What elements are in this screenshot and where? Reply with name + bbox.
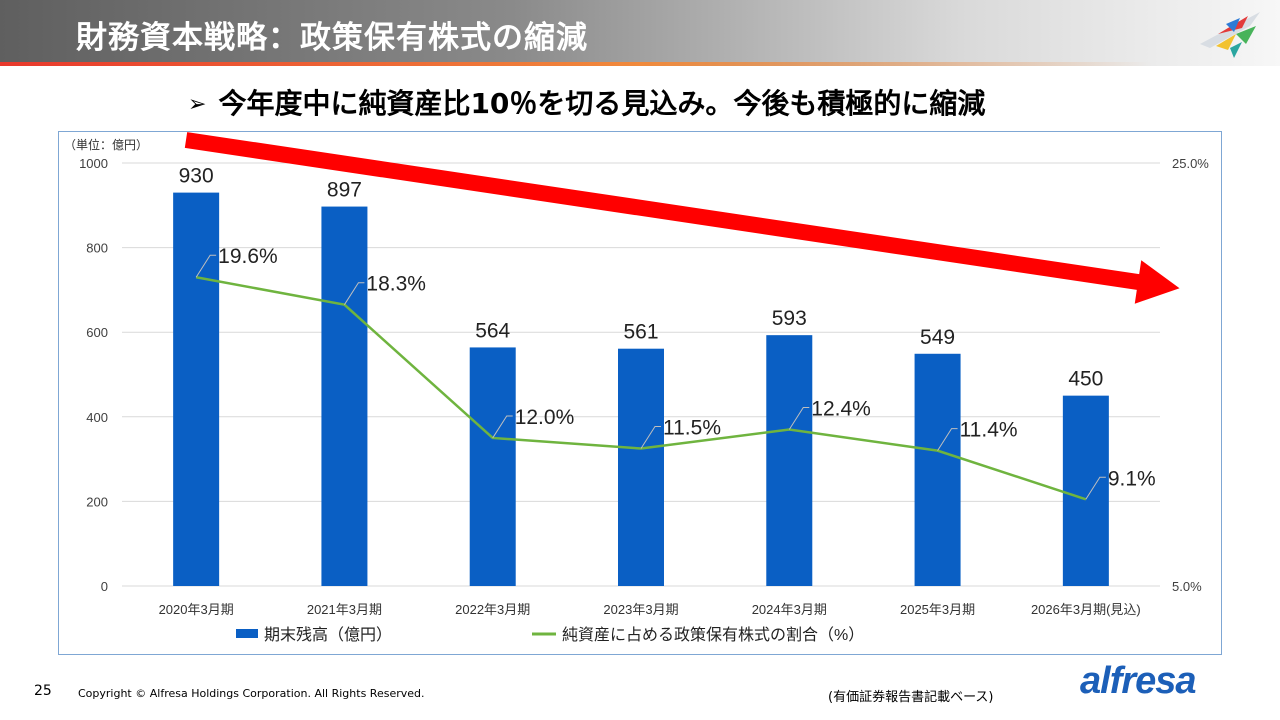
x-tick-label: 2022年3月期: [455, 602, 530, 617]
x-tick-label: 2024年3月期: [752, 602, 827, 617]
bar-value-label: 564: [475, 319, 510, 342]
x-tick-label: 2023年3月期: [603, 602, 678, 617]
bar-value-label: 593: [772, 307, 807, 330]
chart-frame: [58, 131, 1222, 655]
bar-value-label: 450: [1068, 368, 1103, 391]
corporate-logo-icon: [1200, 12, 1260, 58]
line-label-leader: [492, 415, 513, 439]
bullet-arrow-icon: ➢: [188, 92, 207, 117]
bar: [618, 348, 664, 586]
copyright-text: Copyright © Alfresa Holdings Corporation…: [78, 687, 425, 700]
bar: [173, 192, 220, 587]
y-left-tick-label: 400: [86, 410, 108, 425]
legend-swatch-bar: [236, 629, 258, 638]
y-left-tick-label: 800: [86, 241, 108, 256]
source-note: (有価証券報告書記載ベース): [828, 690, 994, 705]
brand-logo: alfresa: [1080, 660, 1197, 702]
bar: [469, 347, 516, 586]
line-value-label: 11.5%: [663, 417, 721, 440]
trend-arrow: [184, 132, 1180, 304]
bar: [914, 353, 961, 586]
bar-value-label: 897: [327, 179, 362, 202]
line-value-label: 11.4%: [960, 419, 1018, 442]
bar-value-label: 930: [179, 165, 214, 188]
page-title: 財務資本戦略：政策保有株式の縮減: [76, 20, 588, 56]
y-left-tick-label: 200: [86, 494, 108, 509]
y-left-tick-label: 600: [86, 325, 108, 340]
unit-label: （単位：億円）: [64, 138, 149, 152]
line-label-leader: [1085, 476, 1106, 500]
bar: [1062, 395, 1109, 586]
x-tick-label: 2025年3月期: [900, 602, 975, 617]
line-label-leader: [344, 282, 365, 305]
line-value-label: 19.6%: [218, 245, 278, 268]
title-bar: [0, 0, 1280, 66]
legend-label-bar: 期末残高（億円）: [264, 626, 392, 644]
x-tick-label: 2021年3月期: [307, 602, 382, 617]
x-tick-label: 2020年3月期: [159, 602, 234, 617]
y-right-tick-label: 5.0%: [1172, 579, 1202, 594]
bar-value-label: 549: [920, 326, 955, 349]
line-label-leader: [788, 406, 810, 430]
line-value-label: 9.1%: [1108, 467, 1156, 490]
line-value-label: 18.3%: [366, 273, 426, 296]
line-label-leader: [640, 426, 661, 449]
line-label-leader: [195, 254, 217, 278]
title-accent-line: [0, 62, 1280, 66]
line-label-leader: [937, 428, 958, 451]
y-left-tick-label: 0: [101, 579, 108, 594]
line-value-label: 12.4%: [811, 397, 871, 420]
bar: [321, 206, 368, 586]
summary-text: 今年度中に純資産比10％を切る見込み。今後も積極的に縮減: [218, 87, 986, 120]
bar: [766, 335, 813, 586]
y-right-tick-label: 25.0%: [1172, 156, 1209, 171]
bar-value-label: 561: [623, 321, 658, 344]
line-value-label: 12.0%: [515, 406, 575, 429]
summary-headline: ➢ 今年度中に純資産比10％を切る見込み。今後も積極的に縮減: [188, 82, 985, 122]
y-left-tick-label: 1000: [79, 156, 108, 171]
legend-label-line: 純資産に占める政策保有株式の割合（%）: [562, 626, 864, 644]
x-tick-label: 2026年3月期(見込): [1031, 602, 1141, 617]
page-number: 25: [34, 683, 52, 699]
